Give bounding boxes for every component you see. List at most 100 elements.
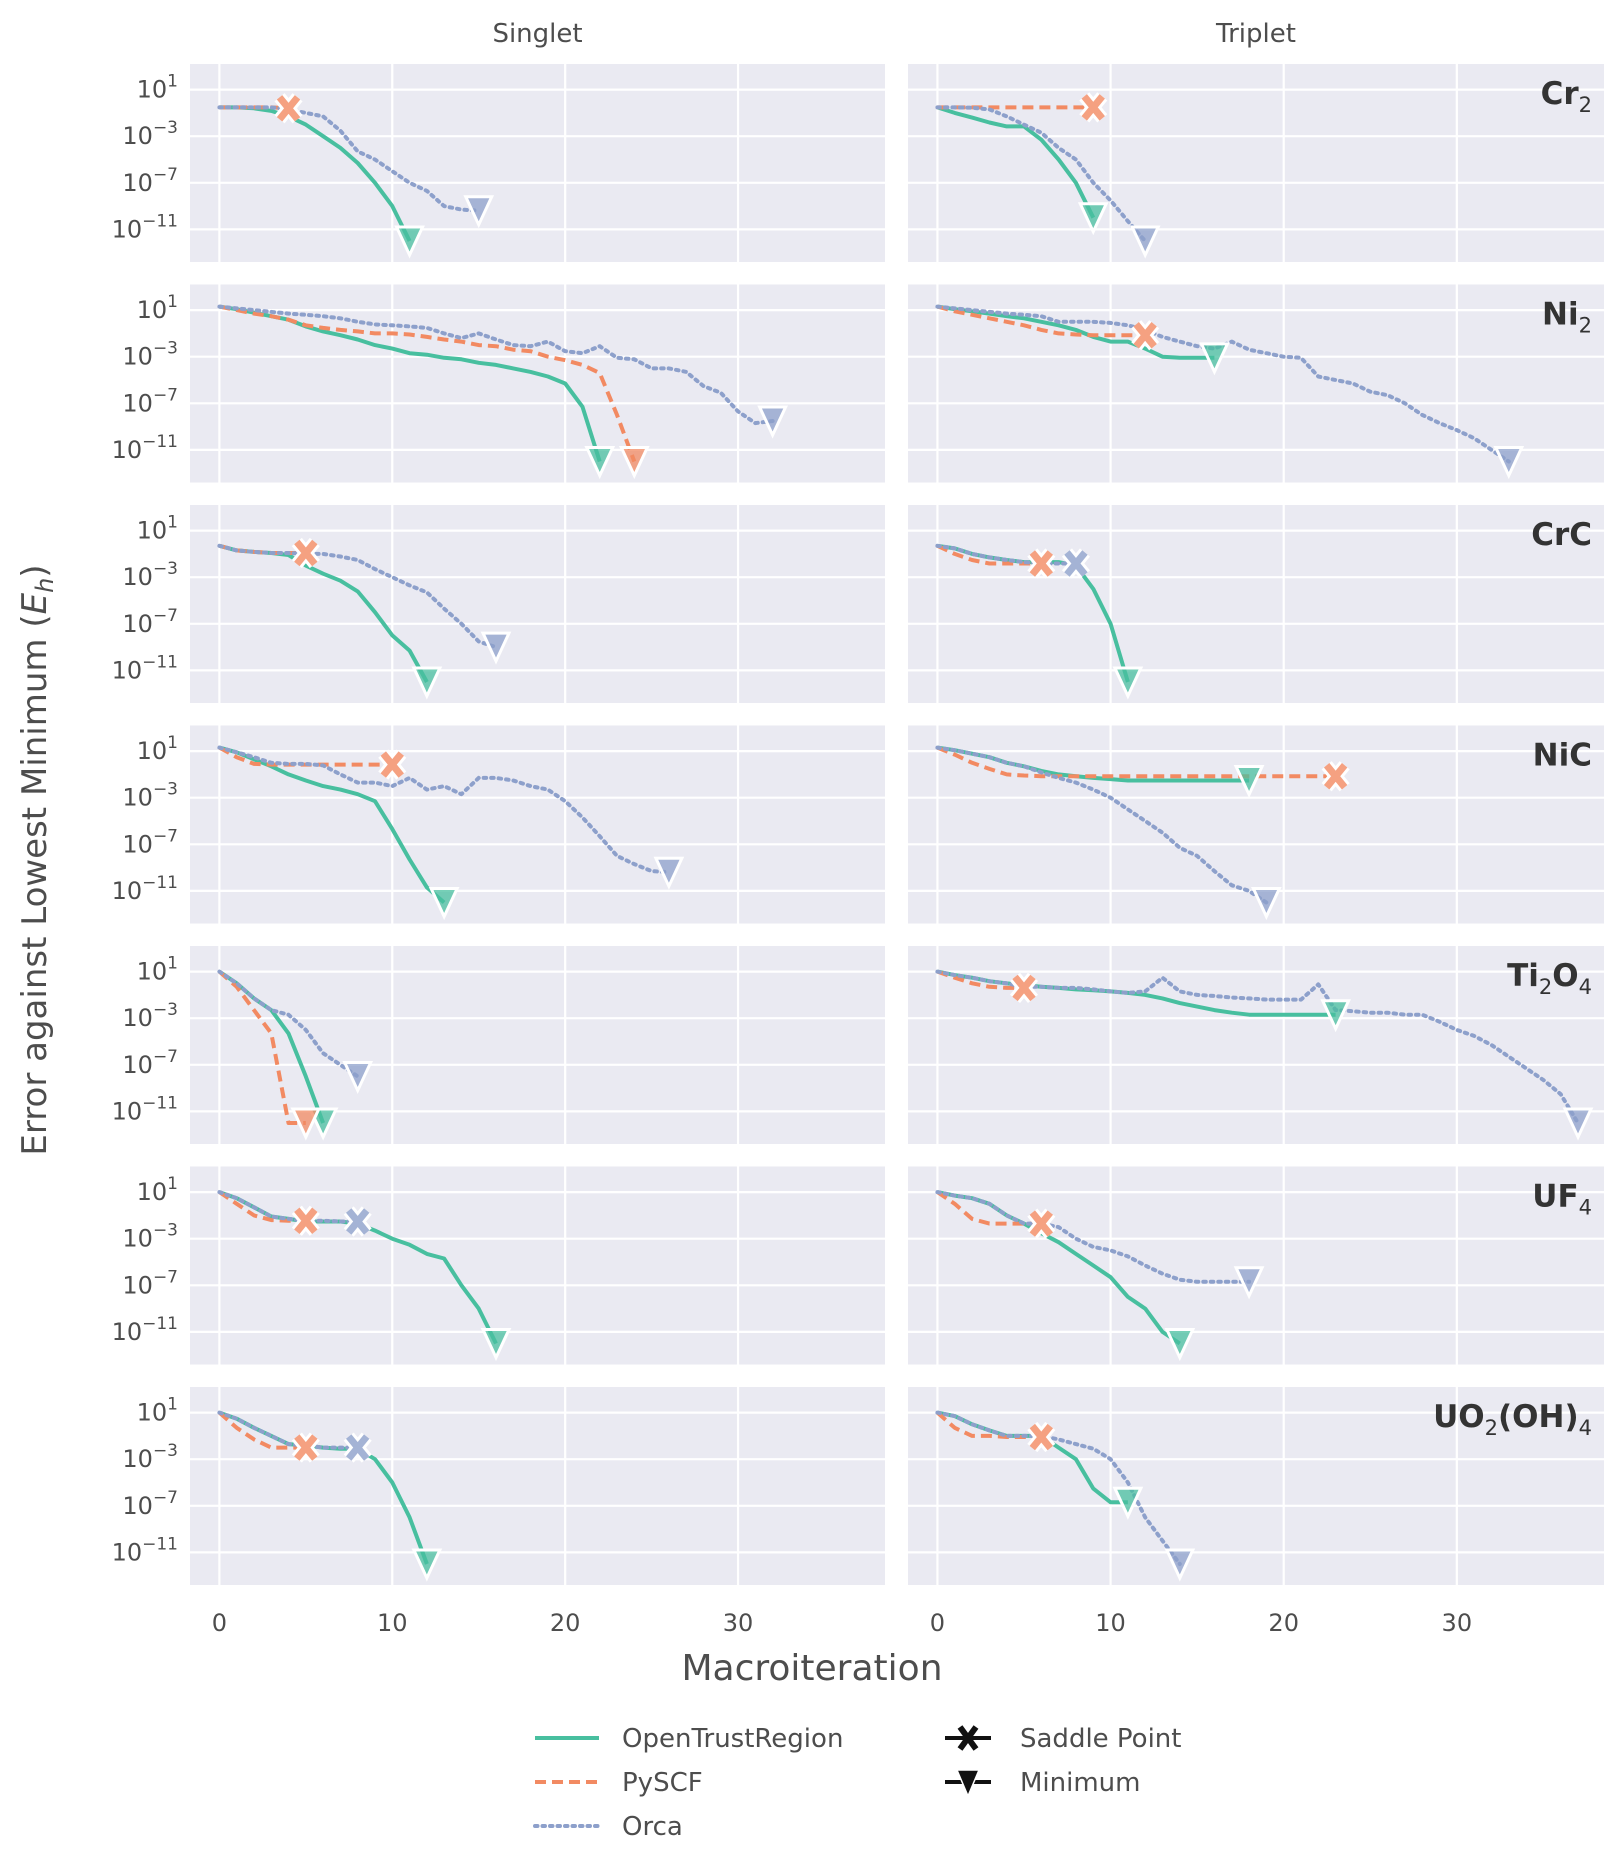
y-tick-label: 10−11 bbox=[112, 873, 178, 905]
row-crc: 101 10−3 10−7 10−11 CrC bbox=[112, 505, 1604, 703]
minimum-marker-opentrustregion bbox=[411, 666, 443, 700]
saddle-marker-pyscf bbox=[378, 749, 407, 780]
legend-item-pyscf: PySCF bbox=[535, 1768, 703, 1798]
molecule-label: UF4 bbox=[1532, 1179, 1592, 1220]
molecule-label: Ni2 bbox=[1542, 297, 1592, 338]
row-ti2o4: 101 10−3 10−7 10−11 Ti2O4 bbox=[112, 946, 1604, 1144]
series-lines bbox=[217, 745, 671, 905]
line-orca bbox=[935, 969, 1580, 1125]
y-tick-label: 10−7 bbox=[122, 385, 178, 417]
panel-nic-singlet: 101 10−3 10−7 10−11 bbox=[112, 725, 885, 924]
series-lines bbox=[217, 543, 498, 683]
panel-cr2-singlet: 101 10−3 10−7 10−11 bbox=[112, 64, 885, 262]
y-tick-label: 10−11 bbox=[112, 1093, 178, 1125]
series-lines bbox=[935, 105, 1148, 243]
saddle-marker-orca bbox=[1061, 548, 1090, 579]
column-title-triplet: Triplet bbox=[1215, 19, 1296, 49]
line-orca bbox=[935, 1410, 1182, 1566]
legend: OpenTrustRegion PySCF Orca Saddle Point Mini… bbox=[533, 1724, 1181, 1842]
y-tick-label: 10−3 bbox=[122, 1441, 178, 1473]
molecule-label: UO2(OH)4 bbox=[1433, 1399, 1592, 1440]
y-tick-label: 101 bbox=[137, 72, 178, 104]
saddle-marker-pyscf bbox=[1027, 1421, 1056, 1453]
y-tick-label: 10−7 bbox=[122, 1047, 178, 1079]
row-cr2: 101 10−3 10−7 10−11 Cr2 bbox=[112, 64, 1604, 262]
column-title-singlet: Singlet bbox=[492, 19, 582, 49]
line-orca bbox=[217, 1410, 360, 1450]
y-tick-label: 10−11 bbox=[112, 652, 178, 684]
minimum-marker-opentrustregion bbox=[1320, 999, 1351, 1033]
line-opentrustregion bbox=[936, 105, 1096, 219]
minimum-marker-opentrustregion bbox=[1112, 1486, 1144, 1520]
y-tick-label: 10−11 bbox=[112, 432, 178, 464]
y-tick-label: 101 bbox=[137, 954, 178, 986]
panel-nic-triplet: NiC bbox=[908, 725, 1604, 924]
line-orca bbox=[217, 1190, 360, 1224]
minimum-marker-orca bbox=[1129, 225, 1161, 259]
panel-background bbox=[908, 64, 1604, 262]
panel-background bbox=[190, 725, 885, 924]
minimum-marker-opentrustregion bbox=[1164, 1328, 1196, 1362]
y-tick-label: 10−7 bbox=[122, 1267, 178, 1299]
y-tick-label: 10−7 bbox=[122, 165, 178, 197]
minimum-marker-orca bbox=[1251, 887, 1282, 921]
y-tick-label: 101 bbox=[137, 733, 178, 765]
y-tick-label: 10−11 bbox=[112, 211, 178, 243]
series-lines bbox=[217, 969, 360, 1125]
saddle-marker-orca bbox=[343, 1206, 372, 1237]
y-tick-label: 10−7 bbox=[122, 826, 178, 858]
line-orca bbox=[217, 969, 360, 1079]
panel-ti2o4-singlet: 101 10−3 10−7 10−11 bbox=[112, 946, 885, 1144]
row-uf4: 101 10−3 10−7 10−11 UF4 bbox=[112, 1166, 1604, 1365]
saddle-marker-pyscf bbox=[1131, 320, 1160, 351]
saddle-marker-pyscf bbox=[291, 1432, 320, 1463]
molecule-label: Ti2O4 bbox=[1507, 958, 1592, 999]
line-pyscf bbox=[218, 1411, 306, 1450]
saddle-point-icon bbox=[957, 1725, 979, 1751]
molecule-label: Cr2 bbox=[1541, 76, 1592, 117]
line-orca bbox=[935, 105, 1148, 243]
legend-label: Orca bbox=[622, 1812, 683, 1842]
panel-background bbox=[190, 1166, 885, 1365]
line-pyscf bbox=[218, 970, 306, 1125]
minimum-marker-orca bbox=[1562, 1107, 1594, 1141]
y-tick-label: 101 bbox=[137, 513, 178, 545]
x-tick-label: 10 bbox=[1095, 1609, 1126, 1637]
minimum-marker-opentrustregion bbox=[394, 225, 425, 259]
series-lines bbox=[935, 969, 1580, 1125]
saddle-marker-pyscf bbox=[1079, 92, 1108, 123]
minimum-marker-opentrustregion bbox=[428, 887, 460, 921]
saddle-marker-pyscf bbox=[274, 93, 303, 124]
minimum-marker-pyscf bbox=[290, 1107, 322, 1141]
legend-item-minimum: Minimum bbox=[945, 1768, 1141, 1798]
panel-ni2-triplet: Ni2 bbox=[908, 284, 1604, 483]
panel-crc-triplet: CrC bbox=[908, 505, 1604, 703]
panel-background bbox=[908, 1166, 1604, 1365]
panel-background bbox=[908, 505, 1604, 703]
line-orca bbox=[935, 1190, 1252, 1284]
minimum-marker-orca bbox=[463, 195, 495, 229]
panel-cr2-triplet: Cr2 bbox=[908, 64, 1604, 262]
y-tick-label: 101 bbox=[137, 292, 178, 324]
minimum-marker-orca bbox=[1164, 1548, 1196, 1582]
legend-label: Minimum bbox=[1020, 1768, 1141, 1798]
saddle-marker-pyscf bbox=[291, 537, 320, 569]
series-lines bbox=[217, 304, 775, 463]
x-tick-label: 30 bbox=[1442, 1609, 1473, 1637]
minimum-marker-orca bbox=[653, 856, 685, 890]
line-pyscf bbox=[936, 745, 1336, 779]
molecule-label: NiC bbox=[1533, 738, 1592, 774]
line-pyscf bbox=[219, 105, 289, 111]
y-tick-label: 10−7 bbox=[122, 606, 178, 638]
minimum-marker-opentrustregion bbox=[1077, 202, 1109, 236]
x-tick-label: 30 bbox=[723, 1609, 754, 1637]
minimum-marker-pyscf bbox=[618, 446, 650, 480]
y-tick-label: 10−11 bbox=[112, 1534, 178, 1566]
panel-crc-singlet: 101 10−3 10−7 10−11 bbox=[112, 505, 885, 703]
y-tick-label: 101 bbox=[137, 1395, 178, 1427]
minimum-marker-opentrustregion bbox=[1199, 342, 1230, 376]
panels: 10110−310−710−11Cr210110−310−710−11Ni210… bbox=[112, 64, 1604, 1637]
column-titles: Singlet Triplet bbox=[492, 19, 1296, 49]
minimum-marker-opentrustregion bbox=[584, 446, 616, 480]
